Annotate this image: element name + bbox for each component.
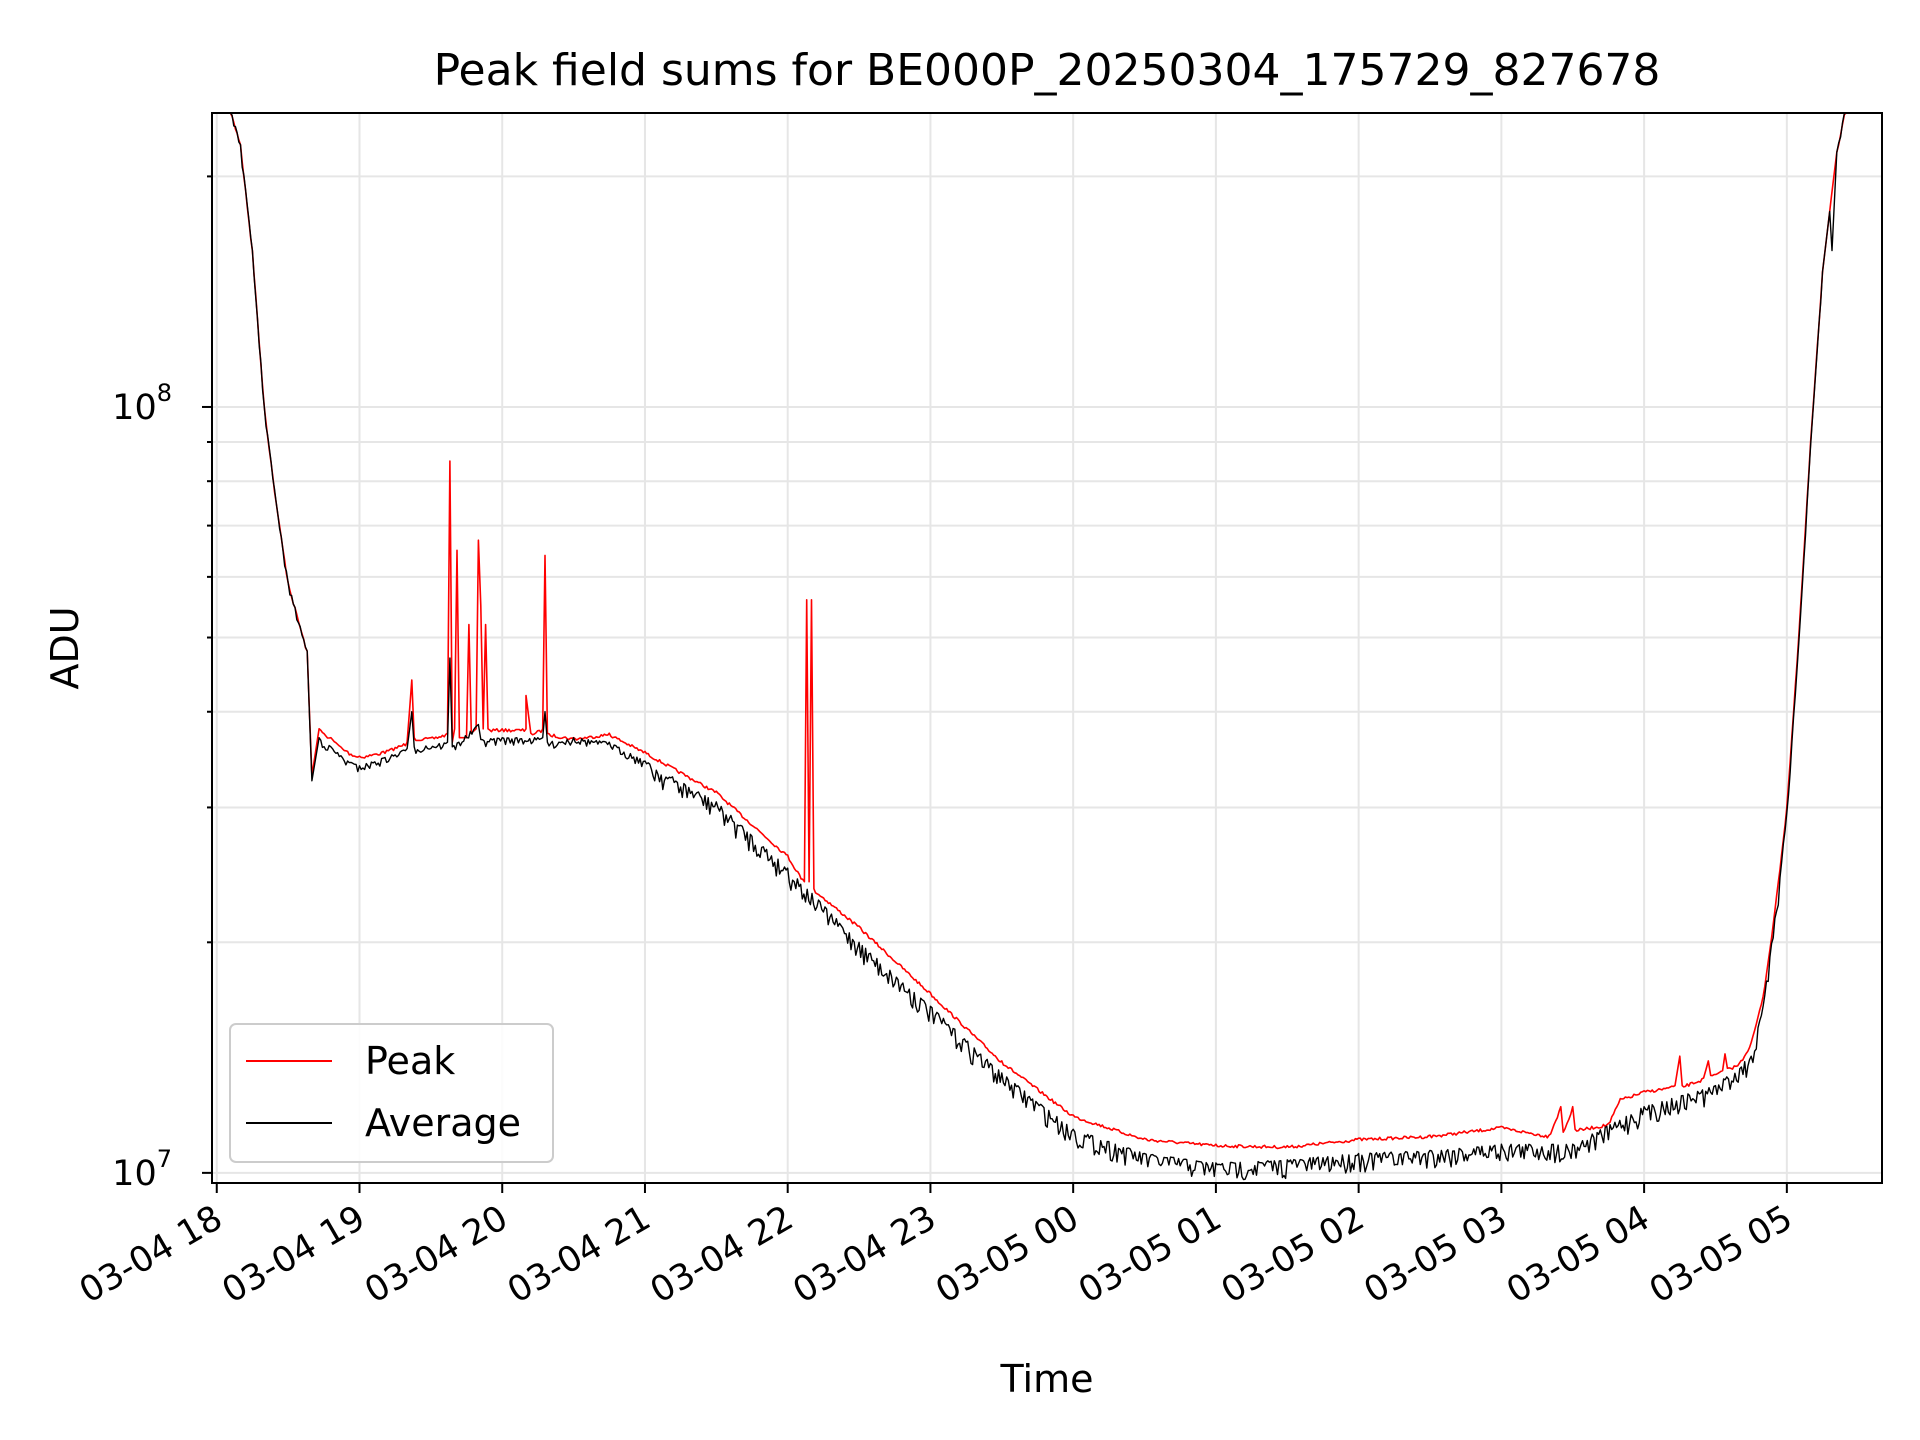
y-tick-label: 107 bbox=[112, 1145, 172, 1194]
plot-frame bbox=[211, 112, 1883, 1184]
series-layer bbox=[212, 112, 1882, 1181]
series-line-average bbox=[212, 112, 1882, 1181]
legend: Peak Average bbox=[229, 1023, 554, 1163]
legend-label-peak: Peak bbox=[365, 1039, 455, 1083]
legend-box bbox=[229, 1023, 554, 1163]
y-axis-title: ADU bbox=[43, 606, 87, 689]
y-tick-label: 108 bbox=[112, 379, 172, 428]
grid bbox=[212, 113, 1882, 1183]
legend-label-average: Average bbox=[365, 1101, 521, 1145]
chart-title: Peak field sums for BE000P_20250304_1757… bbox=[434, 45, 1661, 96]
x-axis-title: Time bbox=[1000, 1357, 1094, 1401]
series-line-peak bbox=[212, 112, 1882, 1150]
